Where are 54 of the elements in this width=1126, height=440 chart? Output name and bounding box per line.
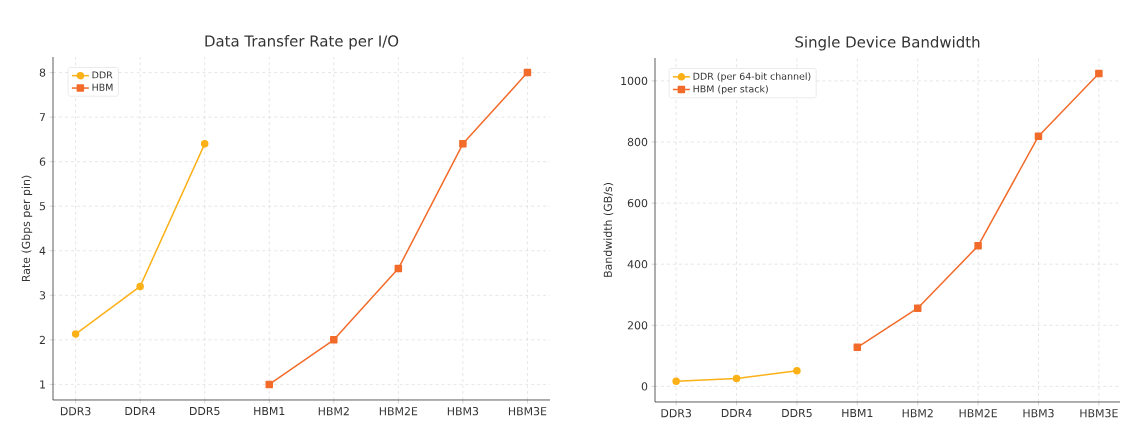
y-tick-label: 3 <box>39 291 46 300</box>
point <box>974 242 982 250</box>
point <box>330 336 338 344</box>
y-tick-label: 6 <box>39 157 46 166</box>
x-tick-label: HBM1 <box>842 409 873 417</box>
x-tick-label: DDR3 <box>661 409 691 418</box>
point <box>913 304 922 312</box>
y-tick-label: 400 <box>627 260 648 269</box>
y-tick-label: 7 <box>39 113 46 122</box>
legend-label: DDR <box>92 71 113 79</box>
legend-label: HBM (per stack) <box>693 85 768 95</box>
x-tick-label: DDR5 <box>190 407 220 416</box>
y-axis-title: Rate (Gbps per pin) <box>21 175 33 282</box>
x-tick-label: HBM3 <box>1023 409 1054 418</box>
y-tick-label: 1000 <box>621 76 648 86</box>
point <box>523 68 532 77</box>
point <box>265 380 273 389</box>
y-tick-label: 2 <box>39 335 45 344</box>
x-tick-label: HBM2E <box>959 409 997 418</box>
legend-label: DDR (per 64-bit channel) <box>693 72 811 82</box>
chart-title: Single Device Bandwidth <box>795 36 980 51</box>
x-tick-label: DDR5 <box>782 409 812 418</box>
point <box>672 377 680 385</box>
y-tick-label: 0 <box>641 382 648 391</box>
point <box>200 140 209 148</box>
point <box>1095 69 1103 78</box>
y-tick-label: 600 <box>627 198 648 208</box>
point <box>793 367 801 375</box>
y-tick-label: 200 <box>627 321 648 330</box>
point <box>732 374 741 383</box>
y-tick-label: 800 <box>627 137 648 147</box>
point <box>136 282 144 291</box>
x-tick-label: HBM2E <box>379 407 418 416</box>
y-tick-label: 8 <box>39 68 46 77</box>
x-tick-label: DDR3 <box>60 407 91 416</box>
point <box>71 330 80 338</box>
x-tick-label: HBM1 <box>254 407 285 415</box>
x-tick-label: DDR4 <box>721 409 752 417</box>
point <box>1034 132 1043 140</box>
point <box>459 140 467 148</box>
x-tick-label: DDR4 <box>125 407 156 415</box>
y-axis-title: Bandwidth (GB/s) <box>603 183 614 277</box>
x-tick-label: HBM3E <box>508 407 547 416</box>
legend-label: HBM <box>92 83 113 91</box>
x-tick-label: HBM2 <box>318 407 349 416</box>
y-tick-label: 5 <box>39 202 46 211</box>
point <box>853 343 862 352</box>
chart-title: Data Transfer Rate per I/O <box>205 35 399 50</box>
y-tick-label: 1 <box>40 380 45 389</box>
y-tick-label: 4 <box>39 246 46 255</box>
x-tick-label: HBM2 <box>902 409 933 418</box>
x-tick-label: HBM3E <box>1080 409 1118 418</box>
point <box>394 264 403 273</box>
x-tick-label: HBM3 <box>447 407 479 416</box>
